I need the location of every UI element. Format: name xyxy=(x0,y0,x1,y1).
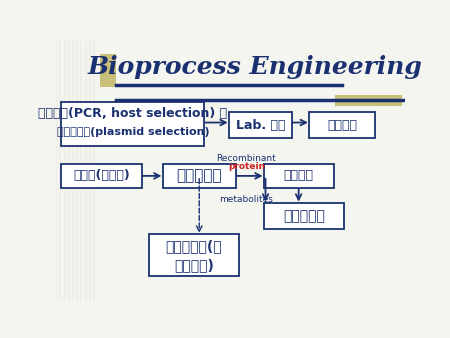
Text: 素固定化): 素固定化) xyxy=(174,259,214,273)
FancyBboxPatch shape xyxy=(162,164,236,188)
Text: protein: protein xyxy=(228,162,265,171)
Text: 基因重組(PCR, host selection) 或: 基因重組(PCR, host selection) 或 xyxy=(38,107,228,120)
FancyBboxPatch shape xyxy=(264,164,333,188)
FancyBboxPatch shape xyxy=(62,164,142,188)
Text: Lab. 生產: Lab. 生產 xyxy=(235,119,285,131)
FancyBboxPatch shape xyxy=(62,102,204,146)
Text: 前處理(殺菌等): 前處理(殺菌等) xyxy=(73,169,130,183)
Bar xyxy=(335,95,401,105)
Text: Bioprocess Engineering: Bioprocess Engineering xyxy=(88,54,423,79)
Bar xyxy=(100,54,116,88)
FancyBboxPatch shape xyxy=(229,112,292,138)
FancyBboxPatch shape xyxy=(309,112,375,138)
Text: metabolites: metabolites xyxy=(220,195,273,204)
FancyBboxPatch shape xyxy=(264,203,344,229)
Text: 生化反應器: 生化反應器 xyxy=(176,168,222,184)
Text: 工廠生產: 工廠生產 xyxy=(327,119,357,131)
Text: 分離及純化: 分離及純化 xyxy=(283,209,325,223)
FancyBboxPatch shape xyxy=(148,235,239,276)
Text: 微生物笼選(plasmid selection): 微生物笼選(plasmid selection) xyxy=(57,127,209,137)
Text: 細胞固定化(酵: 細胞固定化(酵 xyxy=(166,239,222,253)
Text: Recombinant: Recombinant xyxy=(216,154,276,164)
Text: 破碎細胞: 破碎細胞 xyxy=(284,169,314,183)
